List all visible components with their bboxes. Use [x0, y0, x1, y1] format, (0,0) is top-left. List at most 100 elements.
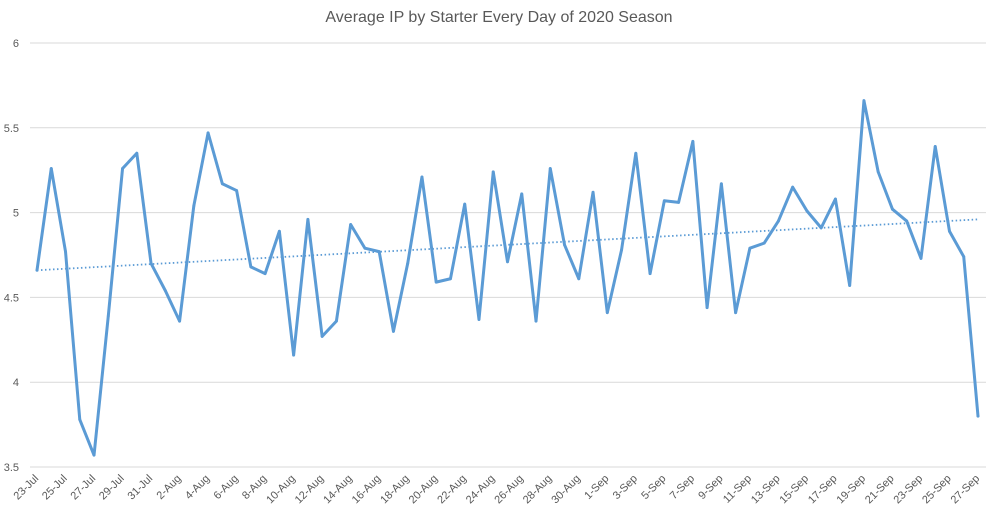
- x-tick-label: 2-Aug: [155, 473, 184, 502]
- data-point: [406, 262, 410, 265]
- x-tick-label: 11-Sep: [721, 473, 754, 506]
- x-tick-label: 27-Sep: [949, 473, 983, 507]
- data-point: [463, 202, 467, 206]
- data-point: [620, 248, 623, 252]
- x-tick-label: 23-Jul: [11, 473, 41, 503]
- y-tick-label: 4: [13, 377, 19, 389]
- y-tick-label: 6: [13, 38, 19, 50]
- x-tick-label: 17-Sep: [806, 473, 840, 507]
- data-point: [662, 199, 666, 203]
- x-tick-label: 20-Aug: [407, 473, 441, 507]
- x-tick-label: 21-Sep: [863, 473, 897, 507]
- series-line: [35, 99, 980, 457]
- data-point: [277, 229, 281, 233]
- data-point: [292, 353, 296, 357]
- x-tick-label: 23-Sep: [892, 473, 926, 507]
- x-tick-label: 15-Sep: [778, 473, 812, 507]
- data-point: [948, 229, 951, 233]
- data-point: [677, 201, 680, 204]
- y-tick-label: 3.5: [4, 462, 19, 474]
- y-tick-label: 4.5: [4, 292, 19, 304]
- x-tick-label: 31-Jul: [126, 473, 156, 503]
- x-tick-label: 18-Aug: [378, 473, 412, 507]
- data-point: [92, 453, 96, 457]
- data-point: [263, 272, 267, 276]
- data-point: [634, 151, 638, 155]
- data-points: [35, 99, 980, 457]
- x-tick-label: 1-Sep: [582, 473, 611, 502]
- data-point: [121, 167, 124, 170]
- data-point: [320, 335, 324, 338]
- data-point: [49, 167, 53, 170]
- x-tick-label: 3-Sep: [611, 473, 640, 502]
- data-point: [449, 277, 452, 281]
- data-point: [834, 197, 837, 201]
- y-axis-tick-labels: 3.5 4 4.5 5 5.5 6: [4, 38, 19, 474]
- x-tick-label: 14-Aug: [321, 473, 355, 507]
- x-tick-label: 5-Sep: [639, 473, 668, 502]
- data-point: [306, 217, 310, 221]
- data-point: [506, 260, 509, 264]
- x-tick-label: 30-Aug: [549, 473, 583, 507]
- data-point: [377, 250, 381, 254]
- gridlines: [30, 42, 986, 468]
- data-point: [178, 319, 181, 323]
- x-tick-label: 25-Jul: [40, 473, 70, 503]
- data-point: [933, 145, 937, 148]
- data-point: [577, 277, 581, 281]
- x-tick-label: 28-Aug: [521, 473, 555, 507]
- data-point: [748, 246, 752, 250]
- data-point: [106, 314, 110, 318]
- data-point: [192, 204, 196, 208]
- data-point: [591, 190, 595, 194]
- data-point: [249, 265, 253, 269]
- data-point: [78, 418, 82, 421]
- data-point: [363, 246, 367, 250]
- x-tick-label: 6-Aug: [212, 473, 241, 502]
- y-tick-label: 5.5: [4, 123, 19, 135]
- data-point: [862, 99, 866, 103]
- data-point: [962, 255, 966, 259]
- x-tick-label: 13-Sep: [749, 473, 783, 507]
- data-point: [477, 318, 481, 321]
- x-tick-label: 7-Sep: [668, 473, 697, 502]
- data-point: [819, 226, 823, 230]
- data-point: [762, 241, 766, 245]
- data-point: [163, 289, 167, 293]
- data-point: [206, 131, 210, 135]
- data-point: [548, 167, 552, 170]
- data-point: [705, 306, 709, 309]
- data-point: [976, 414, 980, 418]
- data-point: [491, 170, 495, 174]
- x-tick-label: 10-Aug: [264, 473, 298, 507]
- data-point: [563, 243, 566, 247]
- data-point: [335, 319, 338, 323]
- data-point: [149, 262, 153, 265]
- data-point: [648, 272, 652, 276]
- data-point: [805, 209, 809, 213]
- data-point: [605, 311, 609, 315]
- data-point: [776, 219, 780, 223]
- data-point: [420, 175, 424, 179]
- y-tick-label: 5: [13, 208, 19, 220]
- data-point: [891, 207, 894, 211]
- x-tick-label: 4-Aug: [183, 473, 212, 502]
- chart-title: Average IP by Starter Every Day of 2020 …: [325, 9, 672, 26]
- data-point: [35, 268, 39, 272]
- x-tick-label: 26-Aug: [492, 473, 526, 507]
- data-point: [349, 223, 353, 226]
- x-tick-label: 27-Jul: [69, 473, 99, 503]
- data-point: [534, 319, 538, 323]
- data-point: [220, 182, 224, 186]
- data-point: [791, 185, 795, 189]
- data-point: [135, 151, 139, 155]
- x-tick-label: 16-Aug: [350, 473, 384, 507]
- data-point: [520, 192, 524, 196]
- data-point: [691, 139, 695, 143]
- x-tick-label: 19-Sep: [835, 473, 869, 507]
- data-point: [848, 284, 852, 287]
- data-point: [876, 170, 880, 174]
- x-tick-label: 22-Aug: [435, 473, 469, 507]
